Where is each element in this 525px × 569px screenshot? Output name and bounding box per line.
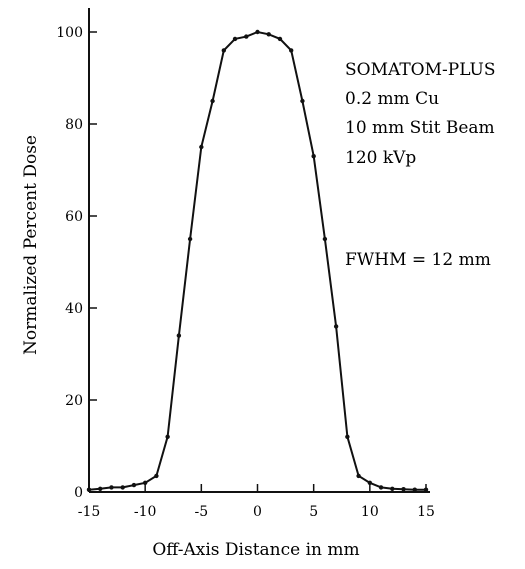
annotation-scanner: SOMATOM-PLUS: [345, 60, 496, 80]
data-point: [131, 482, 137, 488]
data-point: [345, 434, 350, 439]
data-point: [86, 487, 92, 492]
annotation-beam: 10 mm Stit Beam: [345, 118, 495, 138]
data-point: [142, 480, 148, 485]
data-point: [232, 36, 238, 42]
x-tick-label: -15: [78, 504, 101, 520]
data-point: [120, 485, 125, 490]
data-point: [255, 29, 260, 35]
data-point: [165, 434, 170, 439]
data-point: [390, 486, 395, 491]
data-point: [378, 485, 384, 490]
x-tick-label: -10: [134, 504, 157, 520]
data-point: [333, 324, 339, 329]
data-point: [423, 487, 429, 492]
data-point: [311, 154, 316, 159]
data-point: [401, 487, 406, 492]
data-point: [109, 485, 114, 490]
y-tick-label: 60: [65, 209, 83, 225]
data-point: [367, 480, 373, 485]
data-point: [244, 34, 249, 39]
data-point: [98, 486, 103, 491]
annotation-kvp: 120 kVp: [345, 148, 416, 168]
data-point: [199, 144, 204, 150]
x-tick-label: 15: [417, 504, 435, 520]
annotation-fwhm: FWHM = 12 mm: [345, 250, 491, 270]
y-ticks: 0 20 40 60 80 100: [56, 25, 97, 501]
x-tick-label: 10: [361, 504, 379, 520]
annotation-filter: 0.2 mm Cu: [345, 89, 439, 109]
data-point: [277, 36, 283, 42]
x-ticks: -15 -10 -5 0 5 10 15: [78, 484, 435, 520]
data-point: [289, 48, 294, 53]
data-point: [154, 473, 159, 479]
x-tick-label: 5: [309, 504, 318, 520]
data-point: [221, 48, 226, 53]
dose-points: [86, 29, 429, 492]
data-point: [412, 487, 417, 492]
y-tick-label: 20: [65, 393, 83, 409]
x-tick-label: 0: [253, 504, 262, 520]
x-axis-label: Off-Axis Distance in mm: [152, 540, 359, 560]
x-tick-label: -5: [195, 504, 209, 520]
data-point: [322, 236, 328, 242]
y-tick-label: 0: [74, 485, 83, 501]
data-point: [356, 473, 361, 479]
data-point: [300, 98, 305, 104]
data-point: [176, 333, 182, 338]
y-tick-label: 40: [65, 301, 83, 317]
data-point: [266, 32, 271, 37]
y-tick-label: 100: [56, 25, 83, 41]
y-tick-label: 80: [65, 117, 83, 133]
data-point: [210, 98, 215, 104]
data-point: [187, 236, 193, 242]
y-axis-label: Normalized Percent Dose: [21, 135, 41, 355]
